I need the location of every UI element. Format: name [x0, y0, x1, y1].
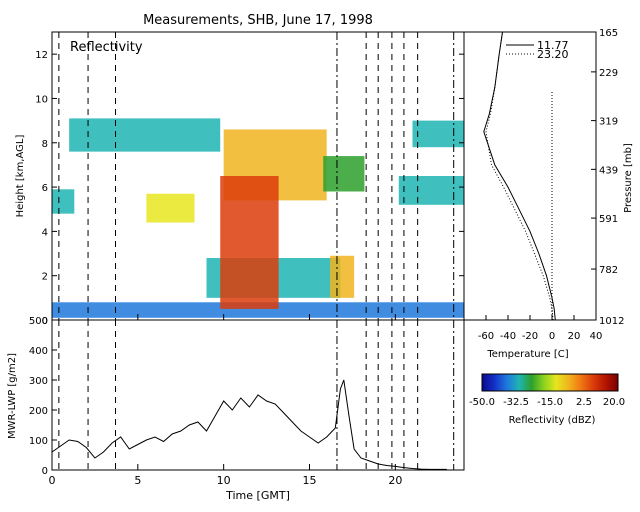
pressure-tick-label: 782 — [599, 265, 618, 276]
time-axis-label: Time [GMT] — [225, 489, 290, 502]
pressure-tick-label: 1012 — [599, 316, 624, 327]
height-tick-label: 8 — [42, 139, 48, 150]
colorbar-tick-label: -50.0 — [469, 397, 495, 408]
time-tick-label: 10 — [217, 474, 231, 487]
sounding-series-solid — [483, 31, 556, 321]
cloud-layer-7 — [330, 255, 355, 298]
cloud-layer-1 — [52, 189, 75, 214]
height-axis-label: Height [km,AGL] — [15, 135, 26, 218]
pressure-tick-label: 229 — [599, 68, 618, 79]
lwp-tick-label: 0 — [42, 466, 48, 477]
time-tick-label: 0 — [49, 474, 56, 487]
pressure-ticks: 1012 782 591 439 319 229 165 — [591, 28, 624, 327]
height-tick-label: 12 — [35, 50, 48, 61]
temperature-ticks: -60 -40 -20 0 20 40 — [478, 315, 603, 342]
time-tick-label: 5 — [134, 474, 141, 487]
height-tick-label: 4 — [42, 227, 48, 238]
time-tick-label: 20 — [388, 474, 402, 487]
legend-solid-label: 11.77 — [537, 39, 569, 52]
colorbar-ticks: -50.0 -32.5 -15.0 2.5 20.0 — [469, 397, 625, 408]
lwp-frame — [51, 319, 465, 471]
temperature-tick-label: 40 — [590, 331, 603, 342]
panel-label: Reflectivity — [70, 40, 143, 55]
pressure-tick-label: 319 — [599, 117, 618, 128]
lwp-axis-label: MWR-LWP [g/m2] — [7, 353, 18, 439]
colorbar-tick-label: 20.0 — [603, 397, 625, 408]
time-markers — [58, 32, 455, 320]
temperature-tick-label: -40 — [500, 331, 516, 342]
figure-title: Measurements, SHB, June 17, 1998 — [143, 13, 373, 28]
colorbar-tick-label: -32.5 — [503, 397, 529, 408]
lwp-tick-label: 200 — [29, 406, 48, 417]
lwp-series-line — [51, 379, 447, 470]
pressure-tick-label: 439 — [599, 165, 618, 176]
temperature-tick-label: 20 — [568, 331, 581, 342]
lwp-tick-label: 500 — [29, 316, 48, 327]
colorbar-tick-label: -15.0 — [537, 397, 563, 408]
cloud-layer-0 — [52, 302, 464, 318]
pressure-tick-label: 165 — [599, 28, 618, 39]
lwp-tick-label: 300 — [29, 376, 48, 387]
pressure-tick-label: 591 — [599, 214, 618, 225]
colorbar-label: Reflectivity (dBZ) — [509, 415, 596, 426]
pressure-axis-label: Pressure [mb] — [623, 143, 634, 213]
colorbar-tick-label: 2.5 — [576, 397, 592, 408]
cloud-layer-9 — [398, 176, 464, 205]
lwp-tick-label: 400 — [29, 346, 48, 357]
cloud-layer-6 — [220, 176, 279, 309]
lwp-ticks: 0 100 200 300 400 500 — [29, 316, 57, 477]
temperature-tick-label: -60 — [478, 331, 494, 342]
cloud-layers — [52, 118, 464, 318]
legend-dotted-label: 23.20 — [537, 48, 569, 61]
temperature-axis-label: Temperature [C] — [486, 349, 568, 360]
height-ticks: 0 2 4 6 8 10 12 — [35, 50, 464, 327]
time-ticks: 0 5 10 15 20 — [49, 314, 402, 487]
cloud-layer-2 — [69, 118, 221, 152]
height-tick-label: 0 — [42, 316, 48, 327]
lwp-time-markers — [58, 320, 455, 470]
time-tick-label: 15 — [303, 474, 317, 487]
height-tick-label: 2 — [42, 272, 48, 283]
colorbar-gradient — [481, 373, 619, 392]
cloud-layer-10 — [412, 120, 464, 148]
sounding-legend: 11.77 23.20 — [506, 39, 569, 61]
height-tick-label: 10 — [35, 94, 48, 105]
sounding-panel: -60 -40 -20 0 20 40 1012 782 591 439 319 229 165 Te… — [463, 28, 634, 360]
lwp-tick-label: 100 — [29, 436, 48, 447]
cloud-layer-8 — [323, 156, 365, 192]
temperature-tick-label: 0 — [549, 331, 555, 342]
colorbar: -50.0 -32.5 -15.0 2.5 20.0 Reflectivity (dBZ… — [469, 373, 625, 426]
height-tick-label: 6 — [42, 183, 48, 194]
cloud-layer-3 — [146, 193, 195, 223]
lwp-panel: 0 100 200 300 400 500 0 5 10 15 20 MWR-LWP [g/m2]… — [7, 314, 465, 502]
temperature-tick-label: -20 — [522, 331, 538, 342]
